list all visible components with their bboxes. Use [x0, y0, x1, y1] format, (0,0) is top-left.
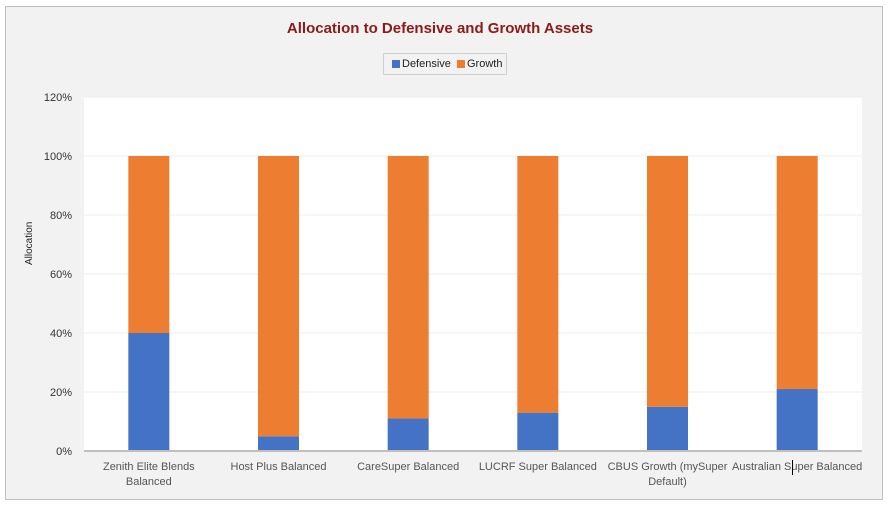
text-cursor [792, 460, 793, 475]
bar-defensive-2 [258, 436, 299, 451]
x-tick-label: CBUS Growth (mySuper [608, 461, 728, 473]
y-tick-label: 60% [50, 269, 72, 281]
bar-defensive-6 [776, 389, 818, 451]
bar-growth-6 [776, 156, 818, 390]
legend-label-defensive: Defensive [402, 58, 451, 70]
legend-swatch-defensive [392, 60, 400, 69]
bar-growth-4 [517, 156, 559, 413]
bar-growth-5 [647, 156, 688, 407]
y-tick-label: 20% [50, 387, 72, 399]
y-tick-label: 40% [50, 328, 72, 340]
bar-growth-2 [258, 156, 299, 437]
bar-defensive-5 [647, 406, 688, 451]
y-tick-label: 0% [56, 446, 72, 458]
bar-defensive-1 [128, 333, 170, 451]
x-tick-label: Host Plus Balanced [231, 461, 327, 473]
x-tick-label: Australian Super Balanced [732, 461, 862, 473]
legend-swatch-growth [457, 60, 465, 69]
y-tick-label: 100% [44, 151, 72, 163]
bar-defensive-4 [517, 412, 559, 451]
x-tick-label: LUCRF Super Balanced [479, 461, 597, 473]
legend-item-growth: Growth [457, 58, 502, 70]
legend: Defensive Growth [383, 53, 507, 75]
bar-growth-1 [128, 156, 170, 333]
legend-label-growth: Growth [467, 58, 503, 70]
x-tick-label: Zenith Elite Blends [103, 461, 195, 473]
x-tick-label: Default) [648, 476, 687, 488]
chart-title: Allocation to Defensive and Growth Asset… [286, 20, 594, 37]
x-tick-label: Balanced [126, 476, 172, 488]
y-tick-label: 120% [44, 92, 72, 104]
bar-defensive-3 [387, 418, 429, 451]
legend-item-defensive: Defensive [392, 58, 451, 70]
y-tick-label: 80% [50, 210, 72, 222]
bar-growth-3 [387, 156, 429, 419]
x-tick-label: CareSuper Balanced [357, 461, 459, 473]
